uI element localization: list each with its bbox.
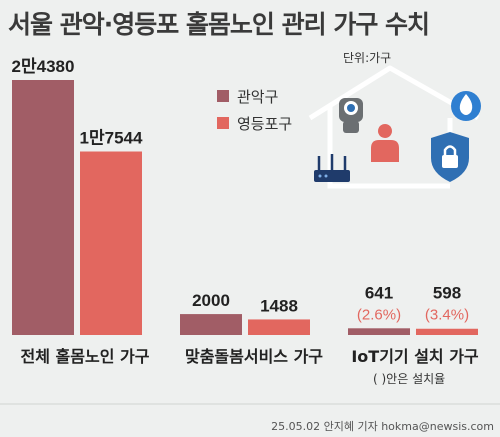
credit-line: 25.05.02 안지혜 기자 hokma@newsis.com: [271, 420, 494, 433]
fire-icon: [451, 91, 481, 121]
chart-legend: 관악구 영등포구: [217, 84, 292, 138]
person-icon: [371, 124, 399, 162]
router-icon: [314, 154, 350, 182]
legend-swatch-gwanak: [217, 90, 229, 102]
legend-item-yeongdeungpo: 영등포구: [217, 111, 292, 135]
value-label-2-1: 598: [433, 284, 461, 303]
value-label-0-1: 1만7544: [80, 129, 143, 148]
bar-0-0: [12, 80, 74, 335]
page-title: 서울 관악·영등포 홀몸노인 관리 가구 수치: [8, 10, 430, 39]
value-label-0-0: 2만4380: [12, 57, 75, 76]
category-label-0: 전체 홀몸노인 가구: [21, 347, 150, 366]
bar-1-0: [180, 314, 242, 335]
category-label-1: 맞춤돌봄서비스 가구: [185, 347, 323, 366]
bar-2-0: [348, 328, 410, 335]
bar-0-1: [80, 151, 142, 335]
bar-2-1: [416, 328, 478, 335]
legend-item-gwanak: 관악구: [217, 84, 292, 108]
bar-1-1: [248, 319, 310, 335]
security-camera-icon: [339, 98, 363, 133]
rate-label-2-1: (3.4%): [425, 307, 469, 324]
value-label-1-1: 1488: [260, 296, 298, 315]
category-label-2: IoT기기 설치 가구: [351, 347, 479, 366]
smart-home-illustration: [308, 65, 481, 189]
legend-swatch-yeongdeungpo: [217, 117, 229, 129]
rate-label-2-0: (2.6%): [357, 306, 401, 323]
lock-shield-icon: [431, 132, 469, 182]
unit-label: 단위:가구: [343, 51, 392, 65]
legend-label-gwanak: 관악구: [237, 87, 279, 106]
legend-label-yeongdeungpo: 영등포구: [237, 114, 293, 133]
value-label-1-0: 2000: [192, 291, 230, 310]
value-label-2-0: 641: [365, 283, 393, 302]
rate-note: ( )안은 설치율: [373, 372, 446, 386]
